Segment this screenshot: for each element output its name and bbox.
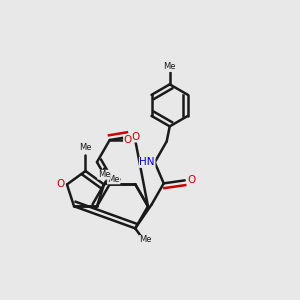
Text: Me: Me xyxy=(98,170,110,179)
Text: HN: HN xyxy=(140,158,155,167)
Text: O: O xyxy=(187,176,195,185)
Text: Me: Me xyxy=(164,62,176,71)
Text: Me: Me xyxy=(107,175,120,184)
Text: O: O xyxy=(124,135,132,145)
Text: O: O xyxy=(57,179,65,190)
Text: O: O xyxy=(131,132,139,142)
Text: Me: Me xyxy=(140,236,152,244)
Text: Me: Me xyxy=(79,142,92,152)
